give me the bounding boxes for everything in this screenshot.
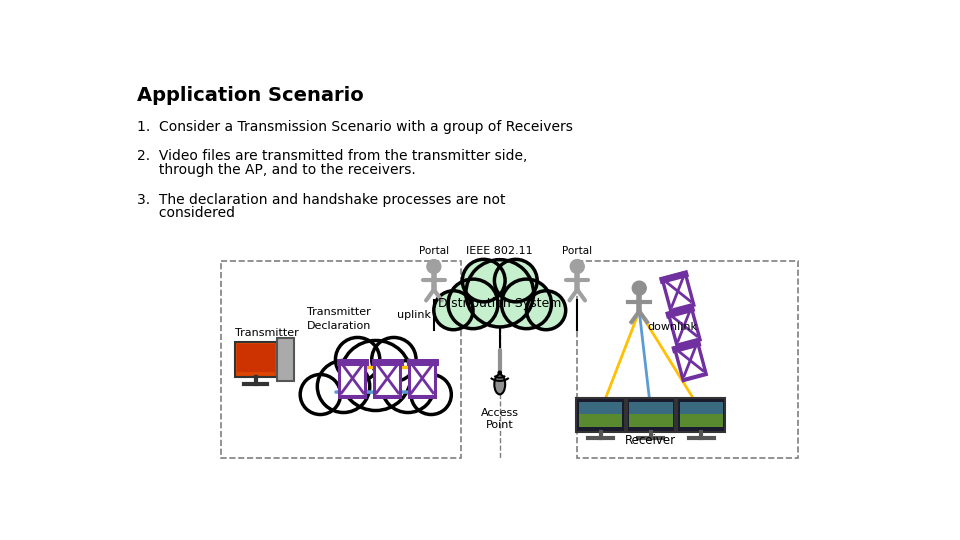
FancyBboxPatch shape bbox=[629, 402, 673, 414]
Text: IEEE 802.11: IEEE 802.11 bbox=[467, 246, 533, 256]
FancyBboxPatch shape bbox=[408, 359, 437, 399]
Text: Application Scenario: Application Scenario bbox=[137, 86, 364, 105]
Text: Transmitter
Declaration: Transmitter Declaration bbox=[307, 307, 372, 330]
FancyBboxPatch shape bbox=[627, 398, 675, 432]
Text: 3.  The declaration and handshake processes are not: 3. The declaration and handshake process… bbox=[137, 193, 506, 207]
FancyBboxPatch shape bbox=[410, 362, 435, 396]
Text: Transmitter: Transmitter bbox=[234, 328, 299, 338]
Text: 1.  Consider a Transmission Scenario with a group of Receivers: 1. Consider a Transmission Scenario with… bbox=[137, 120, 573, 134]
FancyBboxPatch shape bbox=[237, 345, 275, 372]
FancyBboxPatch shape bbox=[680, 402, 723, 414]
Circle shape bbox=[570, 260, 585, 273]
Text: considered: considered bbox=[137, 206, 235, 220]
FancyBboxPatch shape bbox=[676, 343, 706, 379]
Text: Receiver: Receiver bbox=[625, 434, 677, 448]
Circle shape bbox=[497, 370, 502, 375]
Text: Portal: Portal bbox=[419, 246, 449, 256]
FancyBboxPatch shape bbox=[338, 359, 368, 399]
Text: downlink: downlink bbox=[647, 322, 697, 332]
FancyBboxPatch shape bbox=[579, 402, 622, 427]
FancyBboxPatch shape bbox=[677, 398, 725, 432]
FancyBboxPatch shape bbox=[375, 362, 399, 396]
FancyBboxPatch shape bbox=[666, 305, 702, 348]
Text: uplink: uplink bbox=[397, 309, 431, 320]
Ellipse shape bbox=[494, 374, 505, 394]
FancyBboxPatch shape bbox=[340, 362, 365, 396]
FancyBboxPatch shape bbox=[660, 271, 696, 313]
FancyBboxPatch shape bbox=[663, 274, 693, 310]
FancyBboxPatch shape bbox=[579, 402, 622, 414]
Text: 2.  Video files are transmitted from the transmitter side,: 2. Video files are transmitted from the … bbox=[137, 150, 527, 164]
FancyBboxPatch shape bbox=[629, 402, 673, 427]
Circle shape bbox=[427, 260, 441, 273]
Text: through the AP, and to the receivers.: through the AP, and to the receivers. bbox=[137, 164, 416, 177]
FancyBboxPatch shape bbox=[277, 338, 295, 381]
Bar bbox=[221, 261, 461, 457]
FancyBboxPatch shape bbox=[669, 309, 699, 345]
FancyBboxPatch shape bbox=[680, 402, 723, 427]
FancyBboxPatch shape bbox=[576, 398, 625, 432]
Text: Portal: Portal bbox=[563, 246, 592, 256]
Bar bbox=[577, 261, 798, 457]
Circle shape bbox=[633, 281, 646, 295]
Text: Access
Point: Access Point bbox=[481, 408, 518, 430]
FancyBboxPatch shape bbox=[372, 359, 402, 399]
Text: Distribution System: Distribution System bbox=[438, 297, 562, 310]
FancyBboxPatch shape bbox=[673, 340, 708, 382]
FancyBboxPatch shape bbox=[234, 342, 277, 377]
